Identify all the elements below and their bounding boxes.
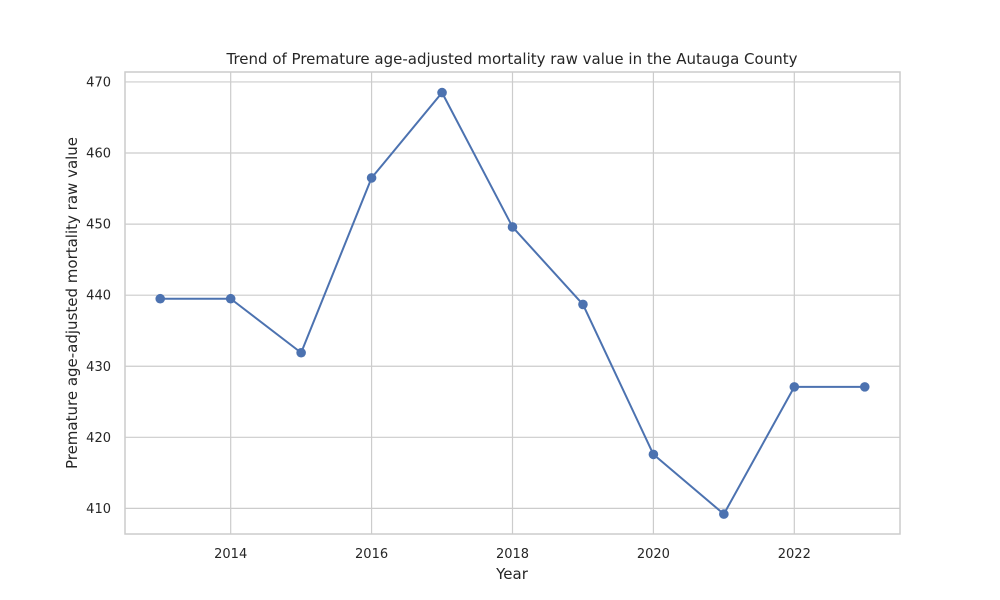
- data-point: [578, 299, 588, 310]
- x-axis-label: Year: [495, 565, 529, 583]
- data-point: [859, 382, 870, 392]
- plot-frame: [124, 71, 901, 535]
- y-axis-label: Premature age-adjusted mortality raw val…: [63, 137, 81, 469]
- data-point: [155, 293, 166, 304]
- y-tick-label: 410: [86, 502, 111, 517]
- data-point: [296, 347, 306, 358]
- x-tick-label: 2018: [496, 547, 529, 562]
- x-axis-ticks: 2014 2016 2018 2020 2022: [214, 547, 811, 562]
- x-tick-label: 2016: [355, 547, 388, 562]
- x-tick-label: 2014: [214, 547, 247, 562]
- data-point: [648, 449, 659, 460]
- y-tick-label: 460: [86, 147, 111, 162]
- y-axis-ticks: 410 420 430 440 450 460 470: [86, 75, 111, 516]
- data-point: [437, 87, 447, 98]
- data-point: [719, 509, 729, 519]
- chart-title: Trend of Premature age-adjusted mortalit…: [226, 50, 798, 68]
- data-point: [225, 293, 236, 304]
- y-tick-label: 440: [86, 289, 111, 304]
- y-tick-label: 430: [86, 360, 111, 375]
- x-tick-label: 2022: [778, 547, 811, 562]
- data-point: [789, 382, 800, 392]
- data-point: [507, 222, 518, 232]
- data-point: [366, 173, 377, 183]
- series-layer: [155, 87, 870, 519]
- y-tick-label: 450: [86, 218, 111, 233]
- y-tick-label: 420: [86, 431, 111, 446]
- grid: [125, 72, 900, 534]
- y-tick-label: 470: [86, 75, 111, 90]
- x-tick-label: 2020: [637, 547, 670, 562]
